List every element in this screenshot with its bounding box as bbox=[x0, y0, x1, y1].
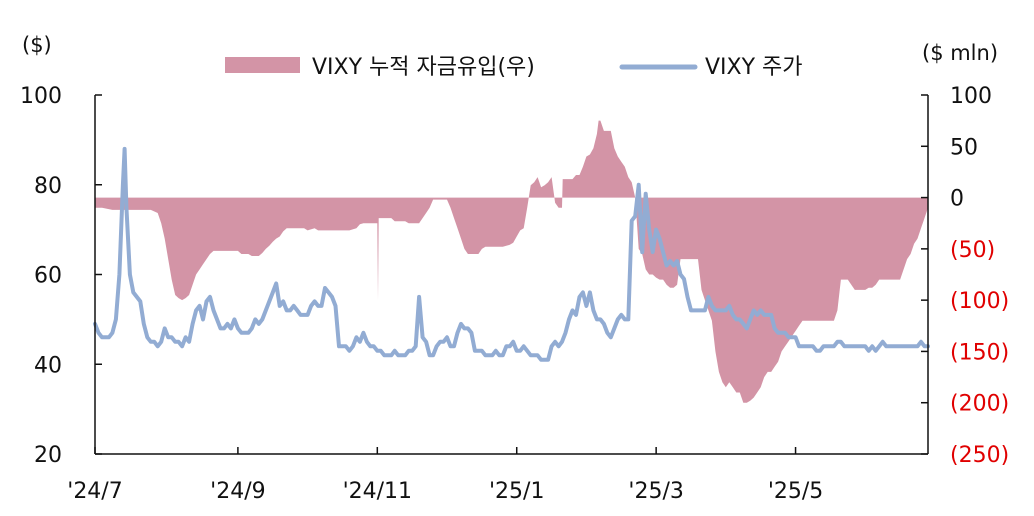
legend: VIXY 누적 자금유입(우) VIXY 주가 bbox=[225, 55, 803, 80]
left-unit-label: ($) bbox=[22, 33, 52, 57]
right-tick-label: 100 bbox=[950, 84, 992, 109]
right-tick-label: (250) bbox=[950, 443, 1009, 468]
right-tick-label: 50 bbox=[950, 135, 978, 160]
x-tick-label: '24/9 bbox=[210, 479, 265, 504]
right-tick-label: (200) bbox=[950, 392, 1009, 417]
x-tick-label: '25/1 bbox=[489, 479, 544, 504]
left-tick-label: 20 bbox=[34, 443, 62, 468]
left-axis-ticks: 100 80 60 40 20 bbox=[20, 84, 102, 468]
line-series-layer bbox=[93, 146, 930, 362]
right-tick-label: (50) bbox=[950, 238, 995, 263]
legend-swatch-area bbox=[225, 57, 300, 73]
right-tick-label: (150) bbox=[950, 340, 1009, 365]
x-tick-label: '25/3 bbox=[628, 479, 683, 504]
legend-label-line: VIXY 주가 bbox=[705, 55, 803, 80]
right-tick-label: (100) bbox=[950, 289, 1009, 314]
x-tick-label: '25/5 bbox=[768, 479, 823, 504]
left-tick-label: 40 bbox=[34, 353, 62, 378]
line-series-price bbox=[93, 146, 930, 362]
legend-label-area: VIXY 누적 자금유입(우) bbox=[312, 55, 535, 80]
right-tick-label: 0 bbox=[950, 187, 964, 212]
left-tick-label: 60 bbox=[34, 264, 62, 289]
left-tick-label: 100 bbox=[20, 84, 62, 109]
left-tick-label: 80 bbox=[34, 174, 62, 199]
right-unit-label: ($ mln) bbox=[922, 41, 998, 65]
area-series-cumulative-flow bbox=[95, 120, 928, 403]
x-tick-label: '24/7 bbox=[67, 479, 122, 504]
x-tick-label: '24/11 bbox=[343, 479, 412, 504]
right-axis-ticks: 100 50 0 (50) (100) (150) (200) (250) bbox=[921, 84, 1009, 468]
x-axis-ticks: '24/7 '24/9 '24/11 '25/1 '25/3 '25/5 bbox=[67, 447, 823, 504]
area-series-layer bbox=[95, 120, 928, 403]
